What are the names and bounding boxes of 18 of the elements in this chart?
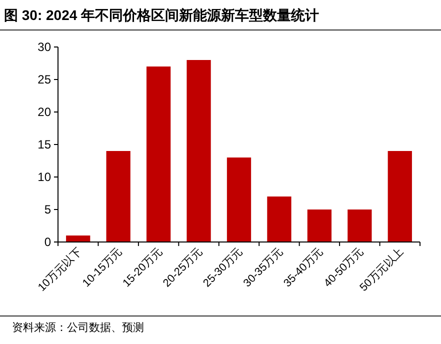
bar: [388, 151, 412, 242]
bar: [146, 66, 171, 242]
chart-title: 图 30: 2024 年不同价格区间新能源新车型数量统计: [4, 7, 320, 23]
y-tick-label: 30: [38, 40, 52, 54]
y-tick-label: 20: [38, 105, 52, 119]
y-tick-label: 10: [38, 170, 52, 184]
y-tick-label: 15: [38, 138, 52, 152]
bar: [307, 210, 332, 242]
y-tick-label: 25: [38, 72, 52, 86]
text: 资料来源：公司数据、预测: [12, 321, 144, 334]
bar: [267, 196, 292, 242]
y-tick-label: 0: [44, 235, 52, 249]
bar: [66, 236, 90, 242]
y-tick-label: 5: [44, 202, 52, 216]
bar: [226, 158, 252, 242]
bar: [186, 60, 211, 242]
bar: [106, 151, 130, 242]
bar: [348, 210, 372, 242]
